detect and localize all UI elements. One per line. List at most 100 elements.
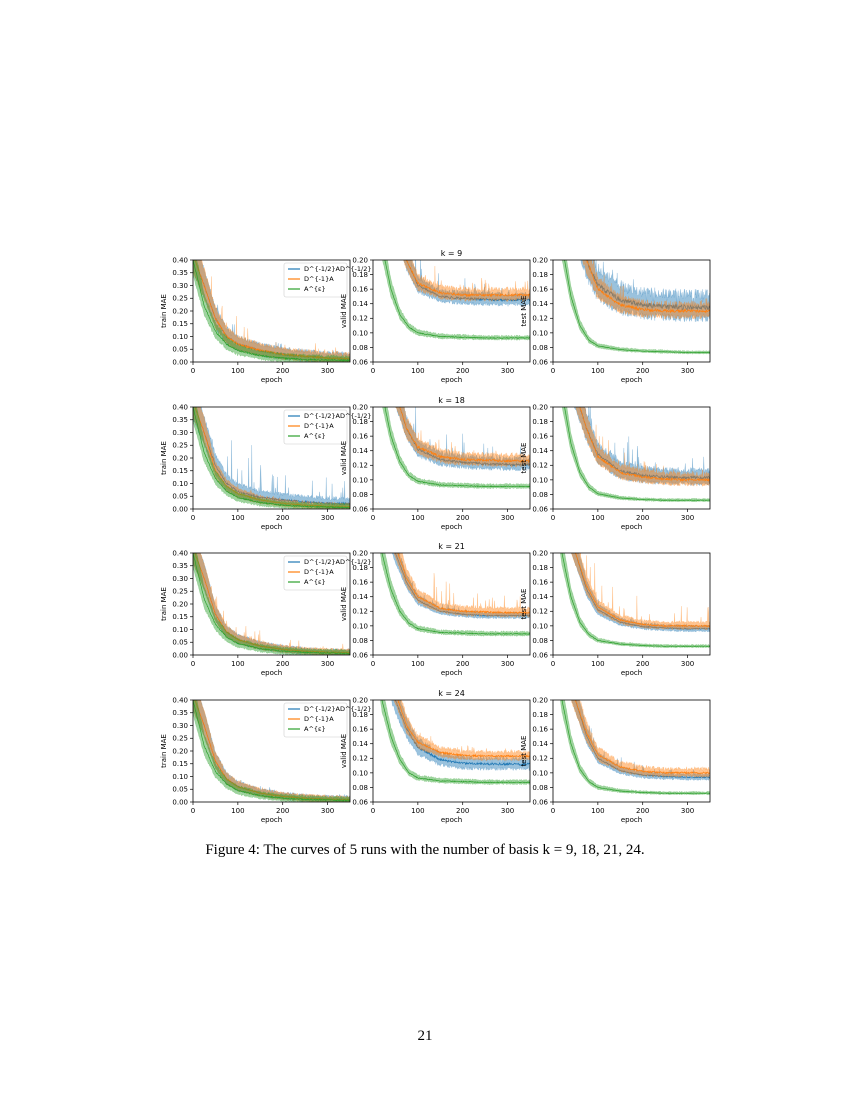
y-tick-label: 0.12	[532, 315, 548, 323]
y-tick-label: 0.12	[532, 755, 548, 763]
y-tick-label: 0.00	[172, 505, 188, 513]
series-band-2	[561, 407, 710, 503]
y-tick-label: 0.08	[352, 344, 368, 352]
legend-label-0: D^{-1/2}AD^{-1/2}	[304, 558, 372, 566]
y-tick-label: 0.10	[352, 769, 368, 777]
series-band-0	[193, 553, 350, 655]
y-tick-label: 0.14	[352, 740, 368, 748]
y-axis-label: test MAE	[520, 296, 528, 327]
series-band-2	[560, 553, 710, 649]
x-tick-label: 100	[411, 367, 424, 375]
series-band-0	[403, 260, 530, 307]
x-tick-label: 100	[411, 807, 424, 815]
x-tick-label: 300	[321, 367, 334, 375]
legend: D^{-1/2}AD^{-1/2} D^{-1}A A^{ε}	[283, 702, 372, 738]
y-tick-label: 0.15	[172, 760, 188, 768]
y-tick-label: 0.06	[352, 651, 368, 659]
chart-panel-k18-test: 0.06 0.08 0.10 0.12 0.14 0.16 0.18 0.20 0 100 200 3…	[520, 403, 711, 531]
plot-area	[561, 407, 710, 503]
series-band-1	[571, 553, 710, 631]
x-tick-label: 0	[371, 514, 375, 522]
y-tick-label: 0.00	[172, 358, 188, 366]
y-tick-label: 0.15	[172, 320, 188, 328]
series-band-2	[380, 700, 530, 786]
y-tick-label: 0.35	[172, 269, 188, 277]
series-line-2	[381, 700, 530, 784]
series-line-2	[564, 260, 710, 354]
y-tick-label: 0.14	[532, 447, 548, 455]
y-tick-label: 0.06	[532, 505, 548, 513]
x-tick-label: 0	[371, 367, 375, 375]
x-tick-label: 300	[501, 367, 514, 375]
x-tick-label: 0	[191, 514, 195, 522]
y-tick-label: 0.30	[172, 282, 188, 290]
series-line-1	[194, 260, 350, 361]
series-line-2	[561, 700, 710, 795]
series-band-0	[395, 407, 530, 472]
y-tick-label: 0.10	[352, 476, 368, 484]
x-tick-label: 100	[231, 367, 244, 375]
x-tick-label: 300	[501, 807, 514, 815]
y-tick-label: 0.06	[352, 505, 368, 513]
x-tick-label: 0	[191, 660, 195, 668]
y-tick-label: 0.08	[352, 491, 368, 499]
y-tick-label: 0.40	[172, 549, 188, 557]
x-tick-label: 200	[636, 367, 649, 375]
chart-panel-k9-train: 0.00 0.05 0.10 0.15 0.20 0.25 0.30 0.35 0.40 0 100…	[160, 256, 372, 384]
series-line-2	[564, 407, 710, 502]
y-tick-label: 0.20	[172, 454, 188, 462]
x-tick-label: 0	[191, 367, 195, 375]
y-tick-label: 0.10	[532, 476, 548, 484]
axes-frame	[372, 406, 531, 510]
figure-caption: Figure 4: The curves of 5 runs with the …	[205, 842, 645, 858]
y-tick-label: 0.16	[532, 726, 548, 734]
y-tick-label: 0.12	[352, 462, 368, 470]
y-tick-label: 0.06	[352, 358, 368, 366]
series-band-0	[193, 407, 350, 509]
series-line-1	[399, 407, 530, 463]
y-tick-label: 0.20	[352, 403, 368, 411]
y-tick-label: 0.35	[172, 416, 188, 424]
x-tick-label: 0	[551, 807, 555, 815]
plot-area	[382, 407, 530, 490]
plot-area	[382, 260, 530, 341]
plot-area	[380, 553, 530, 637]
series-line-1	[194, 553, 350, 654]
y-tick-label: 0.16	[352, 286, 368, 294]
series-band-0	[193, 700, 350, 802]
series-band-2	[380, 553, 530, 637]
series-line-0	[394, 700, 530, 767]
panel-title: k = 24	[438, 689, 465, 698]
y-tick-label: 0.10	[172, 333, 188, 341]
x-tick-label: 300	[321, 807, 334, 815]
y-tick-label: 0.00	[172, 798, 188, 806]
x-tick-label: 100	[591, 367, 604, 375]
x-axis-label: epoch	[621, 816, 642, 824]
legend-label-2: A^{ε}	[304, 725, 326, 733]
plot-area	[193, 407, 350, 509]
y-tick-label: 0.14	[352, 593, 368, 601]
x-tick-label: 200	[636, 807, 649, 815]
panel-title: k = 18	[438, 396, 465, 405]
x-axis-label: epoch	[261, 523, 282, 531]
series-band-2	[382, 260, 530, 341]
series-band-1	[582, 260, 710, 320]
x-tick-label: 200	[456, 660, 469, 668]
y-tick-label: 0.08	[532, 344, 548, 352]
y-tick-label: 0.15	[172, 613, 188, 621]
series-band-2	[561, 260, 710, 355]
y-tick-label: 0.08	[352, 784, 368, 792]
y-axis-label: valid MAE	[340, 294, 348, 328]
y-axis-label: valid MAE	[340, 587, 348, 621]
y-tick-label: 0.08	[352, 637, 368, 645]
y-tick-label: 0.12	[352, 608, 368, 616]
legend: D^{-1/2}AD^{-1/2} D^{-1}A A^{ε}	[283, 555, 372, 591]
chart-panel-k24-train: 0.00 0.05 0.10 0.15 0.20 0.25 0.30 0.35 0.40 0 100…	[160, 696, 372, 824]
series-line-1	[397, 553, 530, 615]
y-tick-label: 0.12	[532, 608, 548, 616]
y-axis-label: test MAE	[520, 736, 528, 767]
y-tick-label: 0.10	[172, 773, 188, 781]
y-tick-label: 0.05	[172, 346, 188, 354]
y-axis-label: train MAE	[160, 734, 168, 768]
y-tick-label: 0.18	[352, 418, 368, 426]
